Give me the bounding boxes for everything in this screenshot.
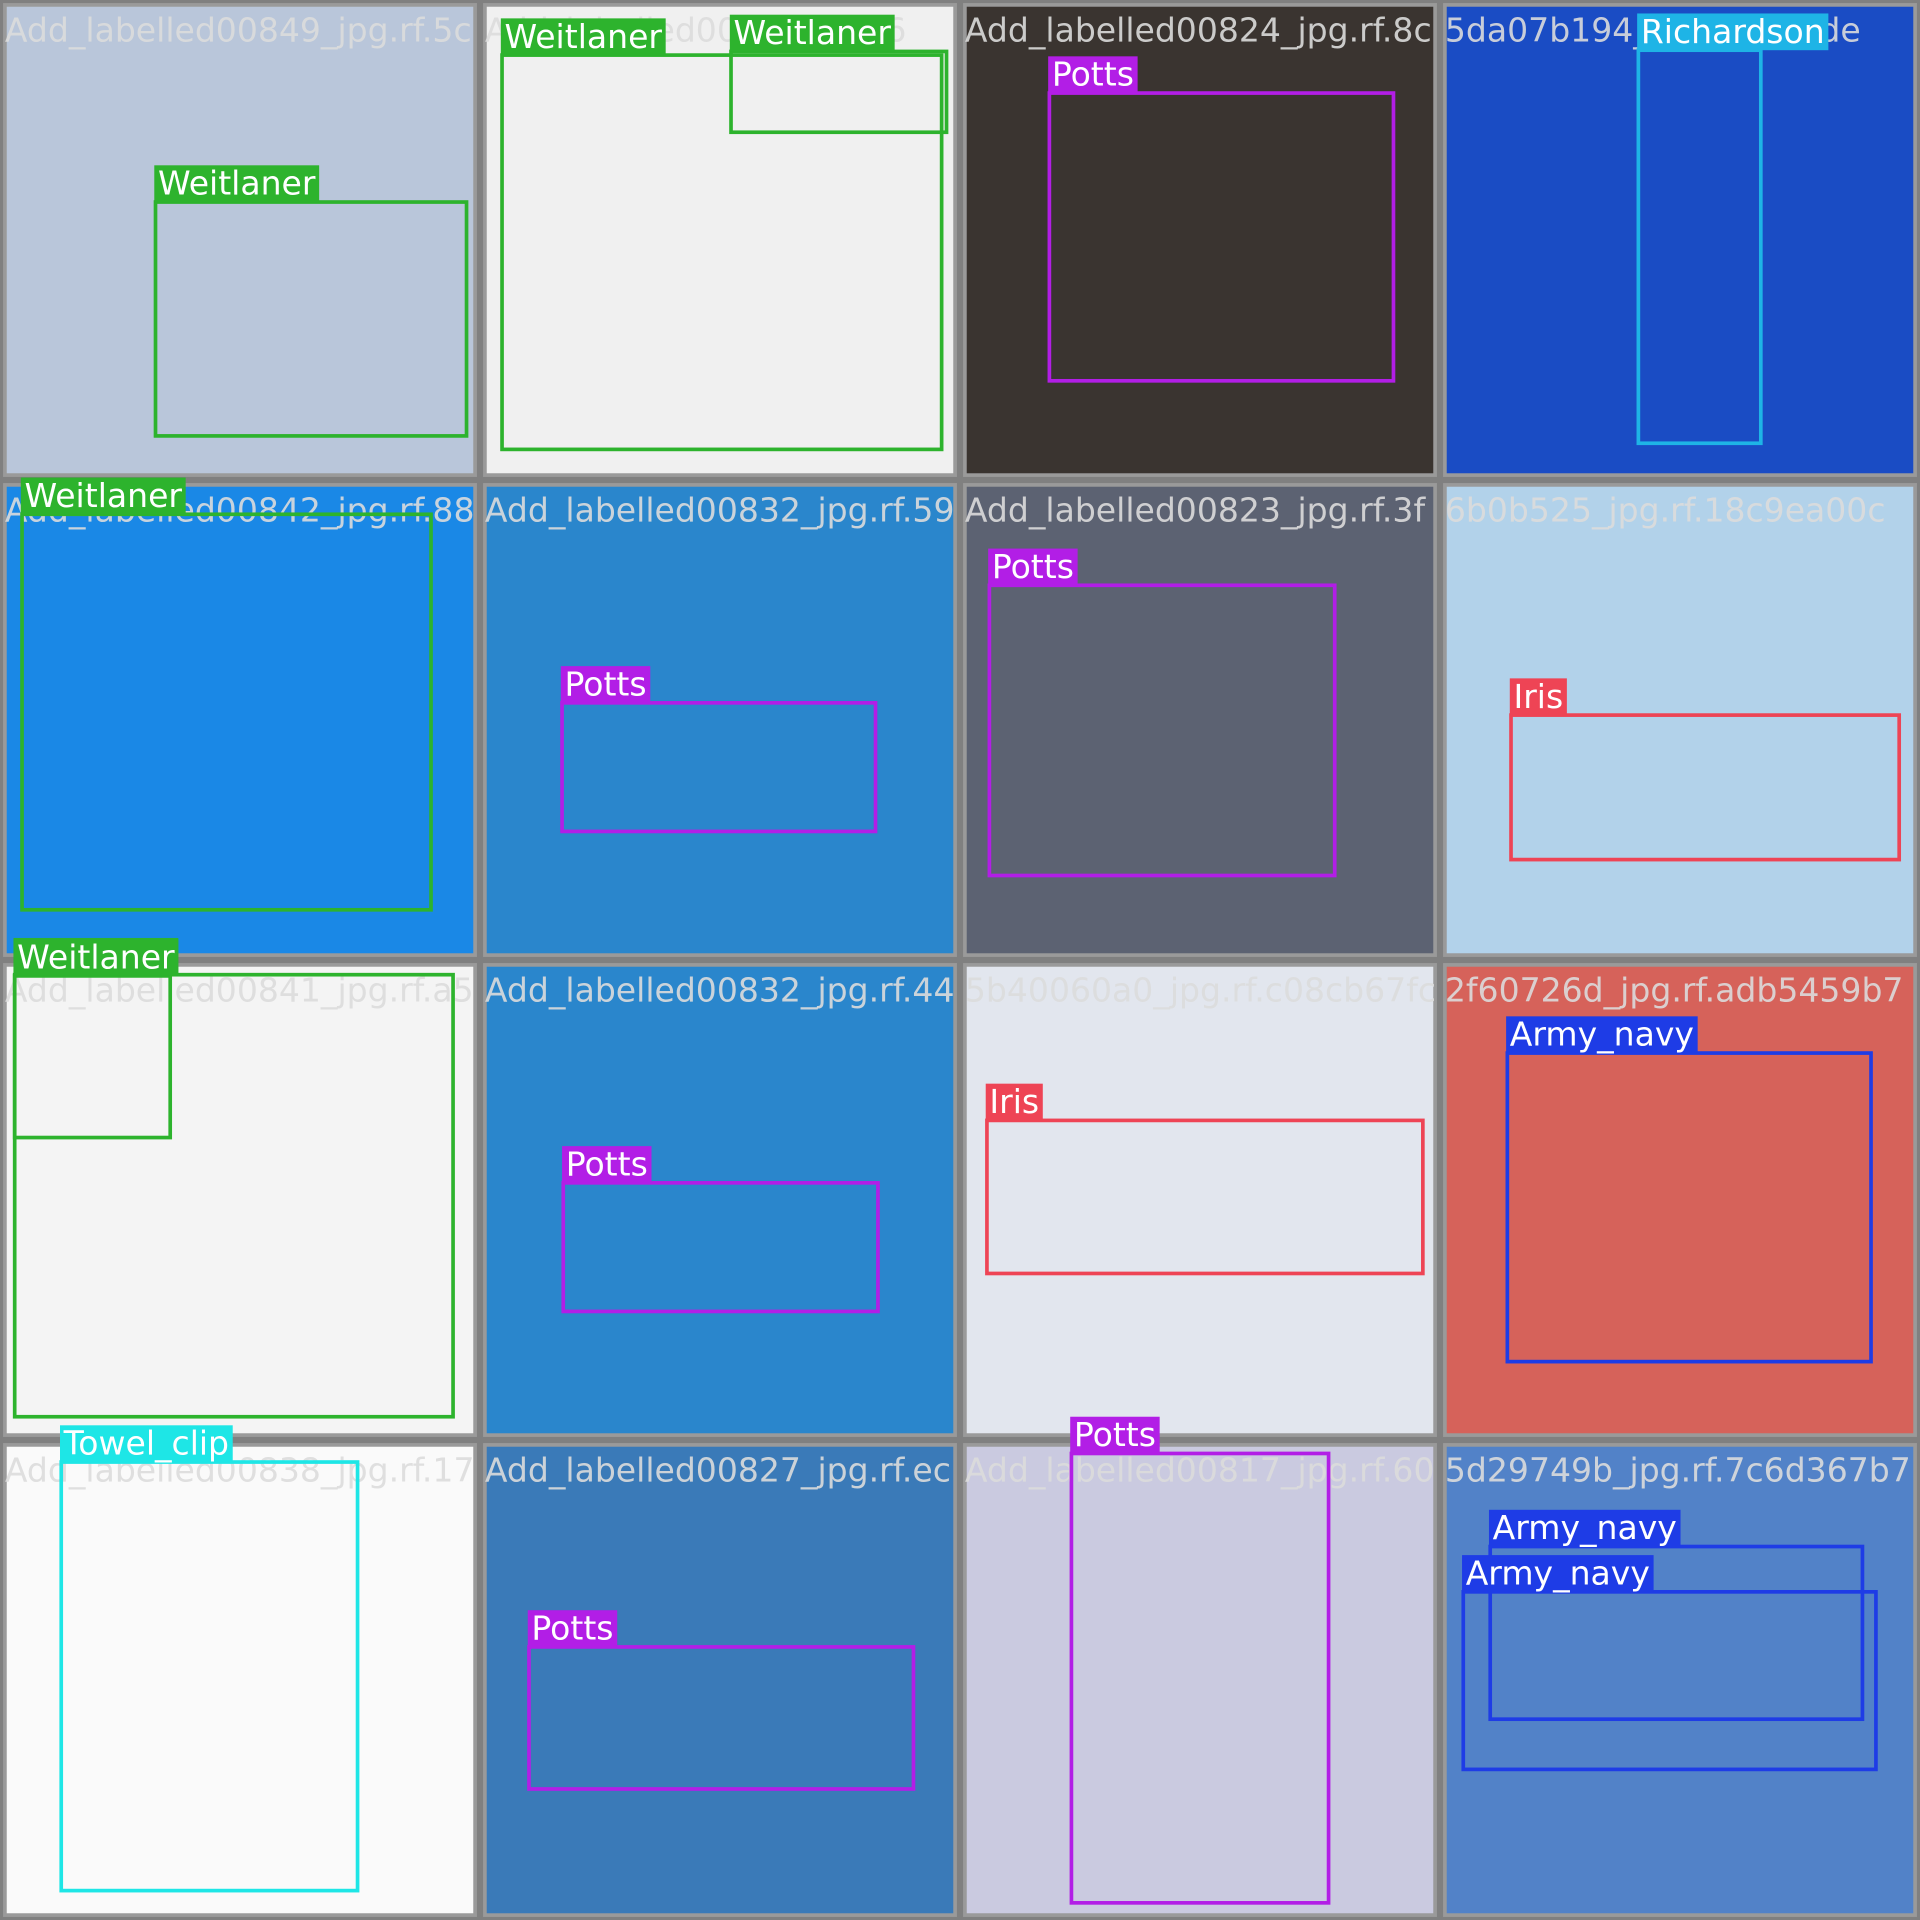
tile: 2f60726d_jpg.rf.adb5459b7	[1445, 971, 1904, 1010]
filename: Add_labelled00832_jpg.rf.44	[485, 971, 955, 1010]
bounding-box	[1069, 1451, 1331, 1905]
tile: 5b40060a0_jpg.rf.c08cb67fc	[965, 971, 1436, 1010]
label-background	[1506, 1016, 1698, 1054]
photo	[483, 963, 957, 1437]
bounding-box	[527, 1645, 916, 1791]
photo	[483, 3, 957, 477]
photo	[3, 3, 477, 477]
photo	[1443, 483, 1917, 957]
box-label: Towel_clip	[63, 1424, 229, 1463]
photo	[3, 483, 477, 957]
bounding-box	[1509, 713, 1902, 862]
label-background	[729, 14, 895, 52]
bounding-box	[12, 972, 455, 1419]
label-background	[527, 1610, 618, 1647]
filename: 5d29749b_jpg.rf.7c6d367b7	[1445, 1451, 1911, 1490]
bounding-box	[1461, 1590, 1878, 1772]
photo	[483, 1443, 957, 1917]
box-label: Weitlaner	[504, 17, 662, 56]
box-label: Weitlaner	[24, 476, 182, 515]
filename: Add_labelled00823_jpg.rf.3f	[965, 491, 1427, 530]
tile: Add_labelled00827_jpg.rf.ec	[485, 1451, 951, 1490]
box-label: Army_navy	[1510, 1015, 1694, 1054]
filename: 2f60726d_jpg.rf.adb5459b7	[1445, 971, 1904, 1010]
label-background	[1637, 13, 1829, 51]
filename: 5b40060a0_jpg.rf.c08cb67fc	[965, 971, 1436, 1010]
box-label: Army_navy	[1466, 1553, 1650, 1592]
tile: 6b0b525_jpg.rf.18c9ea00c	[1445, 491, 1886, 530]
label-background	[60, 1425, 233, 1463]
bounding-box	[985, 1118, 1425, 1276]
label-background	[1509, 678, 1567, 716]
filename: Add_labelled00824_jpg.rf.8c	[965, 11, 1432, 50]
tile: Add_labelled00817_jpg.rf.60	[965, 1451, 1435, 1490]
box-label: Potts	[566, 1145, 648, 1184]
box-label: Potts	[531, 1609, 613, 1648]
box-label: Potts	[1074, 1415, 1156, 1454]
box-label: Weitlaner	[158, 164, 316, 203]
photo	[963, 3, 1437, 477]
box-label: Army_navy	[1493, 1508, 1677, 1547]
tile: Add_labelled00849_jpg.rf.5c	[5, 11, 472, 50]
box-label: Iris	[1513, 677, 1563, 716]
filename: Add_labelled00849_jpg.rf.5c	[5, 11, 472, 50]
label-background	[1488, 1509, 1681, 1547]
label-background	[154, 165, 320, 203]
label-background	[1048, 56, 1138, 94]
label-background	[500, 18, 666, 56]
bounding-box	[1047, 91, 1396, 383]
tile: Add_labelled00832_jpg.rf.44	[485, 971, 955, 1010]
photo	[963, 963, 1437, 1437]
photo	[1443, 3, 1917, 477]
box-label: Potts	[1052, 55, 1134, 94]
filename: 6b0b525_jpg.rf.18c9ea00c	[1445, 491, 1886, 530]
filename: Add_labelled00817_jpg.rf.60	[965, 1451, 1435, 1490]
box-label: Weitlaner	[733, 13, 891, 52]
box-label: Weitlaner	[17, 938, 175, 977]
label-background	[1462, 1555, 1654, 1592]
bounding-box	[500, 53, 944, 452]
photo	[483, 483, 957, 957]
bounding-box	[561, 1181, 880, 1314]
tile: Add_labelled00823_jpg.rf.3f	[965, 491, 1427, 530]
label-background	[988, 548, 1078, 586]
tile: 5d29749b_jpg.rf.7c6d367b7	[1445, 1451, 1911, 1490]
bounding-box	[987, 583, 1337, 878]
filename: Add_labelled00827_jpg.rf.ec	[485, 1451, 951, 1490]
bounding-box	[560, 701, 878, 834]
photo	[3, 963, 477, 1437]
bounding-box	[20, 512, 433, 912]
tile: Add_labelled00824_jpg.rf.8c	[965, 11, 1432, 50]
label-background	[562, 1146, 652, 1183]
label-background	[13, 939, 179, 976]
box-label: Potts	[564, 665, 646, 704]
photo	[3, 1443, 477, 1917]
label-background	[1070, 1416, 1160, 1454]
box-label: Iris	[989, 1082, 1039, 1121]
box-label: Potts	[992, 547, 1074, 586]
label-background	[20, 477, 186, 515]
label-background	[985, 1083, 1043, 1121]
filename: Add_labelled00832_jpg.rf.59	[485, 491, 955, 530]
label-background	[560, 666, 651, 703]
tile: Add_labelled00832_jpg.rf.59	[485, 491, 955, 530]
photo	[963, 1443, 1437, 1917]
bounding-box	[1505, 1051, 1873, 1364]
box-label: Richardson	[1641, 12, 1825, 51]
